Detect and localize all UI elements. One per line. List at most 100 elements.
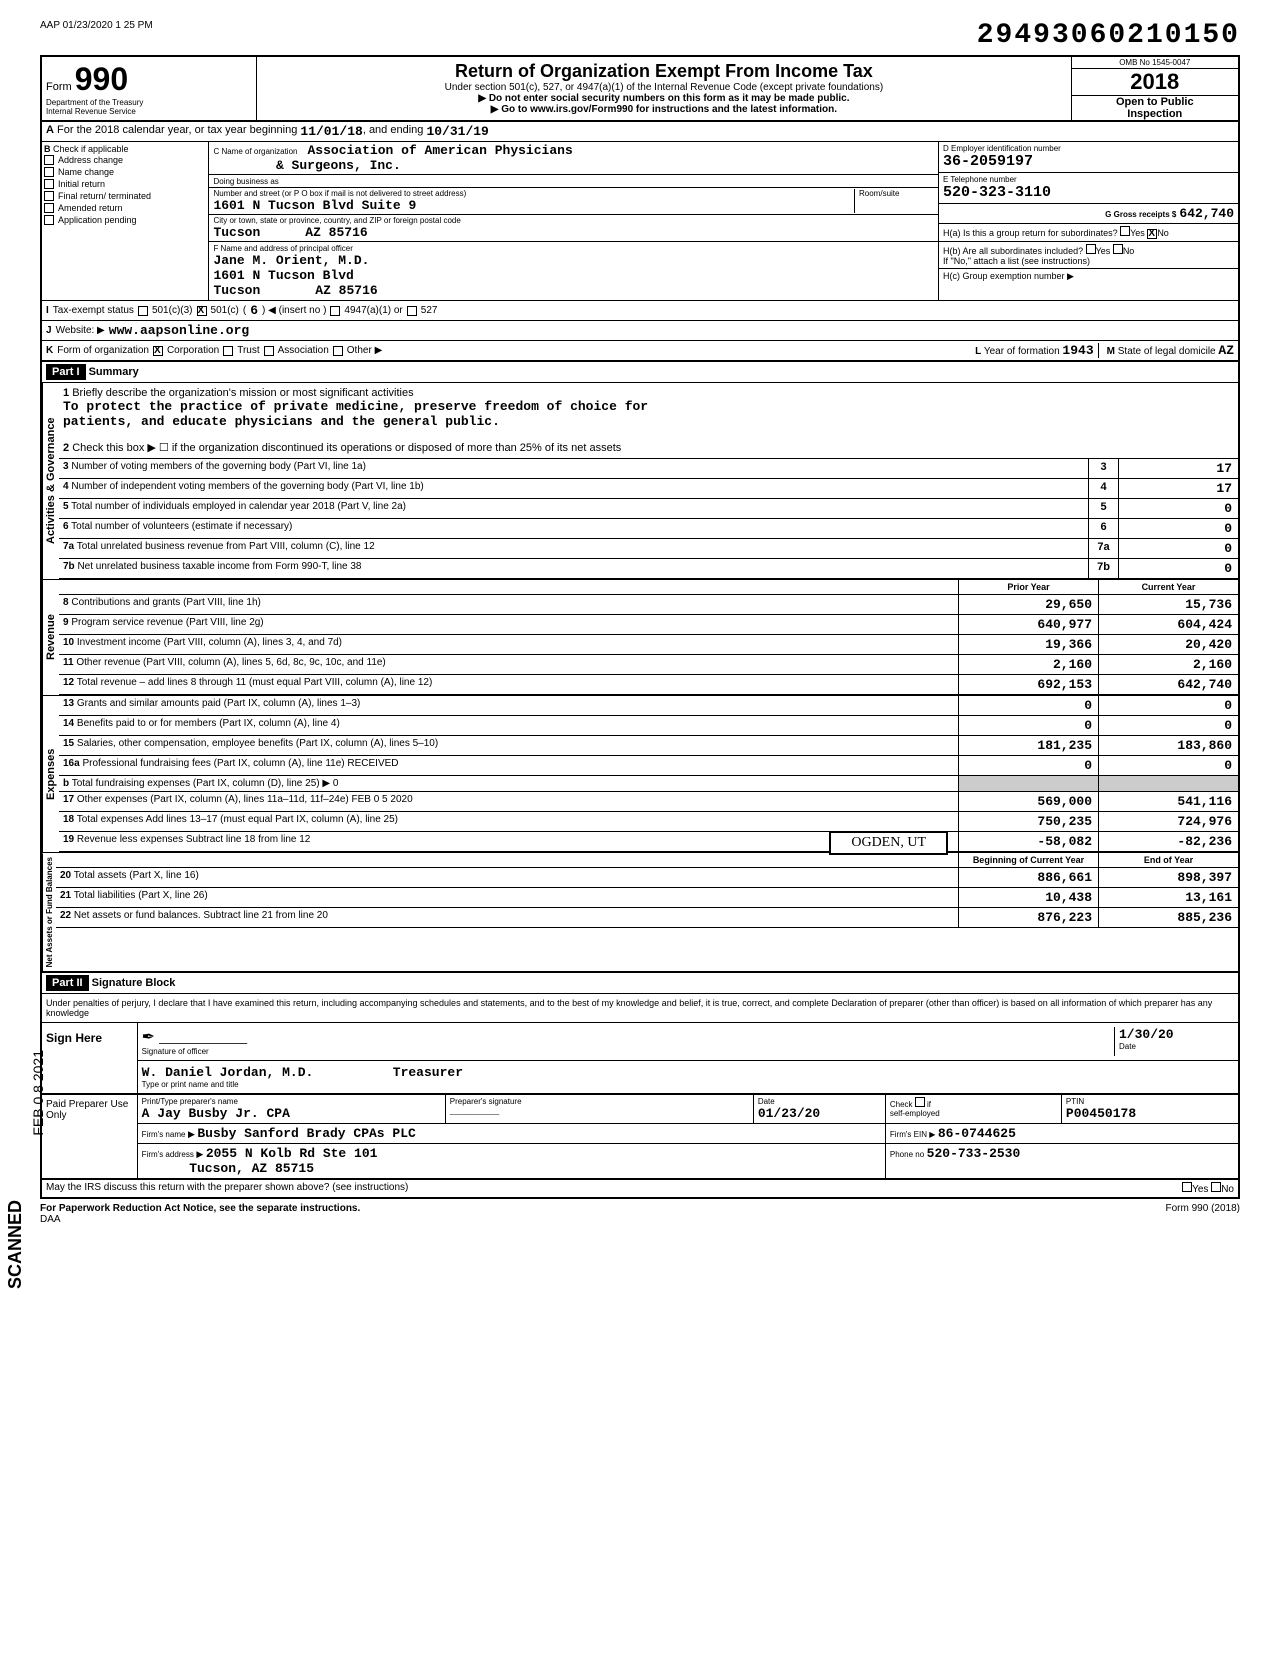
exp-line-15: 15 Salaries, other compensation, employe…	[59, 736, 1238, 756]
net-header: OGDEN, UT Beginning of Current Year End …	[56, 853, 1238, 868]
form-header-left: Form 990 Department of the Treasury Inte…	[42, 57, 257, 120]
prep-date-label: Date	[758, 1097, 881, 1106]
prep-date: 01/23/20	[758, 1106, 881, 1121]
prep-name: A Jay Busby Jr. CPA	[142, 1106, 441, 1121]
officer-sig-line: ✒ ___________ Signature of officer 1/30/…	[138, 1023, 1238, 1061]
check-amended-return[interactable]: Amended return	[44, 202, 206, 214]
firm-addr2: Tucson, AZ 85715	[189, 1161, 314, 1176]
ptin-label: PTIN	[1066, 1097, 1234, 1106]
check-label-5: Application pending	[58, 215, 137, 225]
rev-line-9: 9 Program service revenue (Part VIII, li…	[59, 615, 1238, 635]
exp-line-17: 17 Other expenses (Part IX, column (A), …	[59, 792, 1238, 812]
ein-value: 36-2059197	[943, 153, 1234, 170]
date-label: Date	[1119, 1042, 1234, 1051]
firm-ein-label: Firm's EIN ▶	[890, 1130, 935, 1139]
check-name-change[interactable]: Name change	[44, 166, 206, 178]
hb-yes-checkbox[interactable]	[1086, 244, 1096, 254]
col-b-checkboxes: B Check if applicable Address change Nam…	[42, 142, 209, 300]
check-other[interactable]	[333, 346, 343, 356]
form-header-center: Return of Organization Exempt From Incom…	[257, 57, 1070, 120]
i-prefix: I	[46, 305, 49, 316]
vlabel-netassets: Net Assets or Fund Balances	[42, 853, 56, 971]
sig-declaration: Under penalties of perjury, I declare th…	[42, 994, 1238, 1023]
dba-row: Doing business as	[209, 175, 938, 188]
scanned-stamp: SCANNED	[5, 1200, 26, 1289]
part1-header-row: Part I Summary	[40, 362, 1240, 383]
discuss-yes-checkbox[interactable]	[1182, 1182, 1192, 1192]
exp-line-18: 18 Total expenses Add lines 13–17 (must …	[59, 812, 1238, 832]
check-label-3: Final return/ terminated	[58, 191, 151, 201]
phone-cell: E Telephone number 520-323-3110	[939, 173, 1238, 204]
check-trust[interactable]	[223, 346, 233, 356]
officer-state-zip: AZ 85716	[315, 283, 377, 298]
discuss-row: May the IRS discuss this return with the…	[40, 1180, 1240, 1199]
m-text: State of legal domicile	[1118, 346, 1216, 357]
sign-here-label: Sign Here	[42, 1023, 138, 1093]
summary-table: Activities & Governance 1 Briefly descri…	[40, 383, 1240, 973]
org-name-row: C Name of organization Association of Am…	[209, 142, 938, 175]
dba-label: Doing business as	[213, 177, 278, 186]
revenue-section: Revenue Prior Year Current Year 8 Contri…	[42, 579, 1238, 695]
discuss-no-checkbox[interactable]	[1211, 1182, 1221, 1192]
ha-no-checkbox[interactable]	[1147, 229, 1157, 239]
self-emp-checkbox[interactable]	[915, 1097, 925, 1107]
mission-2: patients, and educate physicians and the…	[63, 414, 1234, 429]
d-label: D Employer identification number	[943, 144, 1234, 153]
hb-no-checkbox[interactable]	[1113, 244, 1123, 254]
line-a-mid: , and ending	[363, 124, 424, 139]
gross-value: 642,740	[1179, 206, 1234, 221]
b-prefix: B	[44, 144, 51, 154]
signature-block: Under penalties of perjury, I declare th…	[40, 994, 1240, 1095]
curr-year-label: Current Year	[1098, 580, 1238, 594]
hb-yes: Yes	[1096, 246, 1111, 256]
tax-year-end: 10/31/19	[426, 124, 488, 139]
exp-line-b: b Total fundraising expenses (Part IX, c…	[59, 776, 1238, 792]
check-address-change[interactable]: Address change	[44, 154, 206, 166]
rev-line-11: 11 Other revenue (Part VIII, column (A),…	[59, 655, 1238, 675]
check-label-0: Address change	[58, 155, 123, 165]
check-corporation[interactable]	[153, 346, 163, 356]
prior-year-label: Prior Year	[958, 580, 1098, 594]
begin-year-label: Beginning of Current Year	[958, 853, 1098, 867]
l-text: Year of formation	[984, 346, 1060, 357]
phone-value: 520-323-3110	[943, 184, 1234, 201]
check-final-return[interactable]: Final return/ terminated	[44, 190, 206, 202]
rev-line-8: 8 Contributions and grants (Part VIII, l…	[59, 595, 1238, 615]
check-527[interactable]	[407, 306, 417, 316]
date-stamp: FEB 0 8 2021	[30, 1050, 46, 1136]
check-501c[interactable]	[197, 306, 207, 316]
opt-4947: 4947(a)(1) or	[344, 305, 402, 316]
check-applicable-label: Check if applicable	[53, 144, 129, 154]
j-text: Website: ▶	[56, 325, 105, 336]
city-label: City or town, state or province, country…	[213, 216, 934, 225]
omb-number: OMB No 1545-0047	[1072, 57, 1238, 69]
state-domicile: AZ	[1218, 343, 1234, 358]
check-association[interactable]	[264, 346, 274, 356]
hc-cell: H(c) Group exemption number ▶	[939, 269, 1238, 284]
city-row: City or town, state or province, country…	[209, 215, 938, 242]
gov-line-7a: 7a Total unrelated business revenue from…	[59, 539, 1238, 559]
preparer-block: Paid Preparer Use Only Print/Type prepar…	[40, 1095, 1240, 1180]
paren-open: (	[243, 305, 246, 316]
officer-title: Treasurer	[393, 1065, 463, 1080]
paperwork-notice: For Paperwork Reduction Act Notice, see …	[40, 1203, 360, 1214]
paren-close: ) ◀ (insert no )	[262, 305, 326, 316]
part2-header-row: Part II Signature Block	[40, 973, 1240, 994]
ha-yes-checkbox[interactable]	[1120, 226, 1130, 236]
officer-city: Tucson	[213, 283, 260, 298]
ha-yes: Yes	[1130, 228, 1145, 238]
check-4947[interactable]	[330, 306, 340, 316]
check-initial-return[interactable]: Initial return	[44, 178, 206, 190]
dept-label: Department of the Treasury	[46, 98, 252, 107]
city-value: Tucson	[213, 225, 260, 240]
line-j: J Website: ▶ www.aapsonline.org	[40, 321, 1240, 341]
exp-line-16a: 16a Professional fundraising fees (Part …	[59, 756, 1238, 776]
ein-cell: D Employer identification number 36-2059…	[939, 142, 1238, 173]
officer-print-name: W. Daniel Jordan, M.D.	[142, 1065, 314, 1080]
firm-name: Busby Sanford Brady CPAs PLC	[197, 1126, 415, 1141]
ogden-stamp: OGDEN, UT	[829, 831, 948, 855]
check-application-pending[interactable]: Application pending	[44, 214, 206, 226]
line2-text: Check this box ▶ ☐ if the organization d…	[72, 442, 621, 454]
check-501c3[interactable]	[138, 306, 148, 316]
ptin-value: P00450178	[1066, 1106, 1234, 1121]
